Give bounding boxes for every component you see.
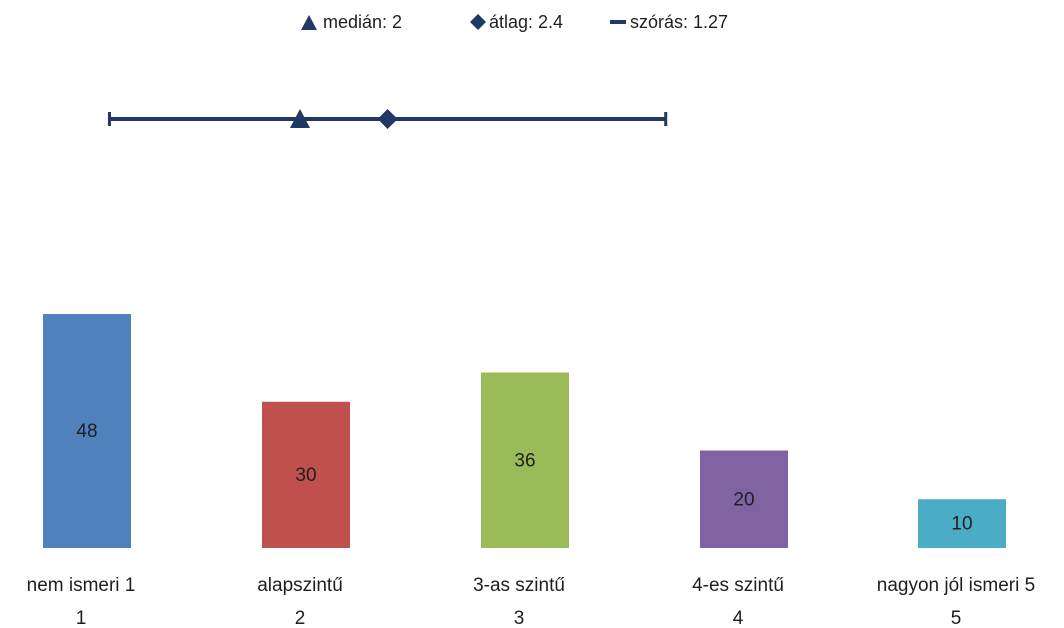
bar-3 — [481, 372, 569, 548]
category-label-5: nagyon jól ismeri 5 — [877, 575, 1035, 596]
bars-group: 48 30 36 20 10 — [43, 314, 1006, 548]
bar-value-label-1: 48 — [76, 421, 97, 442]
legend-label-std-dev: szórás: 1.27 — [630, 12, 728, 32]
bar-4 — [700, 450, 788, 548]
category-label-4: 4-es szintű — [692, 575, 784, 596]
legend: medián: 2 átlag: 2.4 szórás: 1.27 — [301, 12, 728, 32]
bar-value-label-3: 36 — [514, 450, 535, 471]
category-label-1: nem ismeri 1 — [27, 575, 136, 596]
legend-item-std-dev: szórás: 1.27 — [610, 12, 728, 32]
median-marker — [290, 109, 310, 128]
mean-marker — [377, 109, 398, 129]
category-labels-group: nem ismeri 1 1 alapszintű 2 3-as szintű 3 4-es… — [27, 575, 1036, 628]
triangle-icon — [301, 15, 317, 30]
category-number-4: 4 — [733, 608, 744, 628]
diamond-icon — [470, 14, 486, 30]
legend-label-mean: átlag: 2.4 — [489, 12, 563, 32]
category-number-1: 1 — [76, 608, 87, 628]
category-number-2: 2 — [295, 608, 306, 628]
dash-icon — [610, 20, 626, 24]
bar-value-label-2: 30 — [295, 465, 316, 486]
bar-value-label-4: 20 — [733, 489, 754, 510]
category-label-2: alapszintű — [257, 575, 343, 596]
category-label-3: 3-as szintű — [473, 575, 565, 596]
bar-2 — [262, 401, 350, 548]
bar-value-label-5: 10 — [951, 514, 972, 535]
bar-5 — [918, 499, 1006, 548]
legend-item-mean: átlag: 2.4 — [470, 12, 563, 32]
category-number-3: 3 — [514, 608, 525, 628]
category-number-5: 5 — [951, 608, 962, 628]
legend-label-median: medián: 2 — [323, 12, 402, 32]
bar-1 — [43, 314, 131, 548]
legend-item-median: medián: 2 — [301, 12, 402, 32]
statistics-line-group — [107, 109, 668, 129]
